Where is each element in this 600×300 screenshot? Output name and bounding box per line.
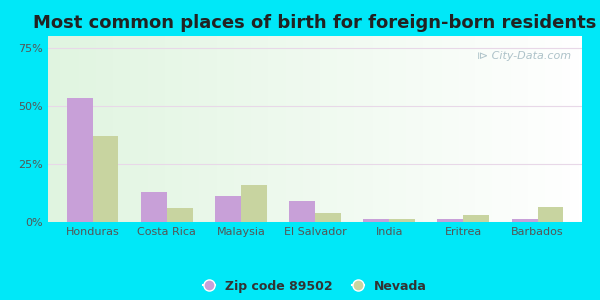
Legend: Zip code 89502, Nevada: Zip code 89502, Nevada (198, 274, 432, 298)
Title: Most common places of birth for foreign-born residents: Most common places of birth for foreign-… (34, 14, 596, 32)
Bar (141, 192, 167, 222)
Bar (389, 218, 415, 222)
Bar (512, 218, 538, 222)
Text: ⧐ City-Data.com: ⧐ City-Data.com (477, 51, 571, 61)
Bar (538, 207, 563, 222)
Bar (363, 218, 389, 222)
Bar (215, 196, 241, 222)
Bar (463, 215, 489, 222)
Bar (241, 185, 267, 222)
Bar (67, 98, 92, 222)
Bar (289, 201, 315, 222)
Bar (315, 213, 341, 222)
Bar (167, 208, 193, 222)
Bar (437, 218, 463, 222)
Bar (92, 136, 118, 222)
